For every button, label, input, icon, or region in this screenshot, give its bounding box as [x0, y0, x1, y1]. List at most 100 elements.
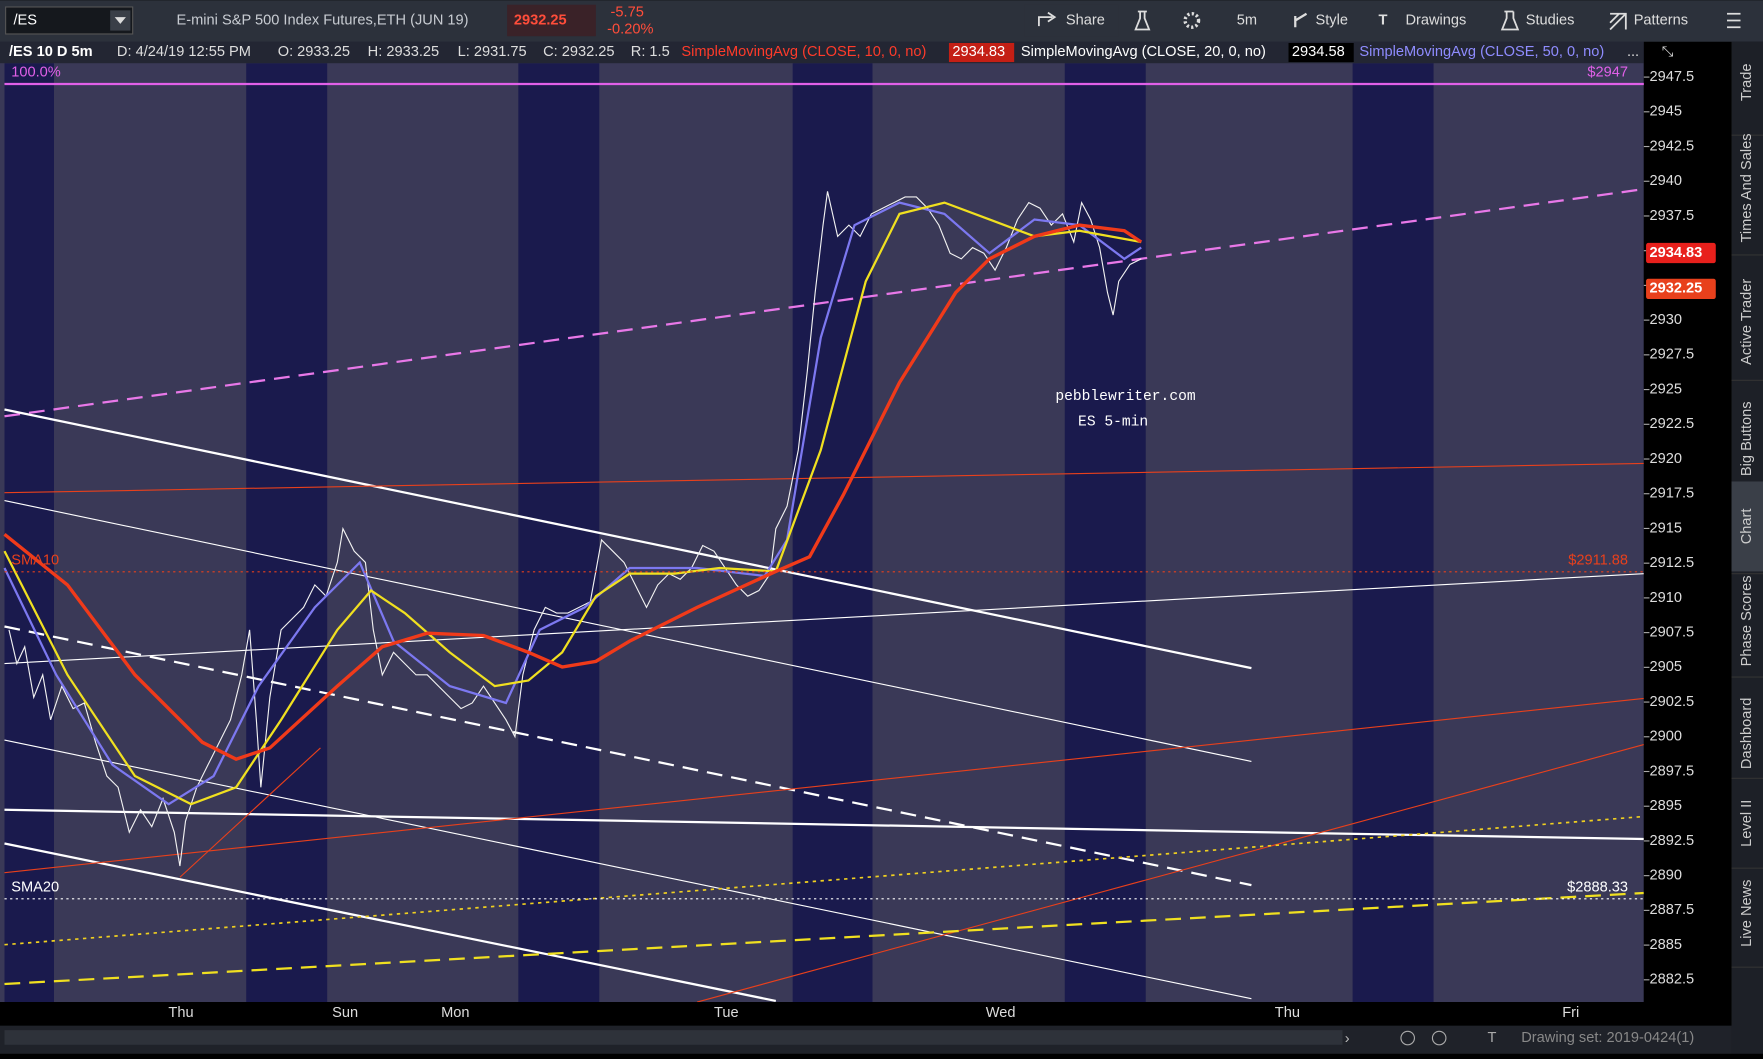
study-value: 2934.58	[1292, 44, 1345, 60]
trend-line[interactable]	[4, 697, 1644, 874]
y-tick-label: 2900	[1649, 729, 1682, 745]
sidebar-tabs: Trade Times And Sales Active Trader Big But…	[1731, 64, 1763, 968]
change-pct: -0.20%	[607, 21, 653, 37]
button-label[interactable]: Drawings	[1405, 12, 1466, 28]
level-tag: 100.0%	[11, 65, 61, 81]
y-tick-label: 2937.5	[1649, 208, 1694, 224]
axis-icon[interactable]: ⤡	[1662, 44, 1674, 60]
sidebar-tab[interactable]: Phase Scores	[1739, 575, 1755, 666]
tab-active	[1731, 481, 1763, 572]
y-tick-label: 2885	[1649, 937, 1682, 953]
scroll-arrow[interactable]: ›	[1345, 1031, 1350, 1047]
y-tick-label: 2912.5	[1649, 555, 1694, 571]
button[interactable]	[1024, 4, 1119, 37]
annotation: ES 5-min	[1078, 415, 1148, 431]
sidebar-tab[interactable]: Dashboard	[1739, 698, 1755, 769]
price-marker-label: 2934.83	[1649, 245, 1702, 261]
legend-range: R: 1.5	[631, 44, 670, 60]
y-tick-label: 2882.5	[1649, 972, 1694, 988]
status-text: Drawing set: 2019-0424(1)	[1521, 1030, 1694, 1046]
sidebar-tab[interactable]: Active Trader	[1739, 279, 1755, 365]
gear-icon[interactable]	[1183, 12, 1201, 29]
trend-line[interactable]	[4, 808, 1644, 841]
drawings-icon: T	[1378, 12, 1387, 28]
trend-line[interactable]	[4, 188, 1644, 418]
y-tick-label: 2917.5	[1649, 486, 1694, 502]
trend-line[interactable]	[4, 625, 1252, 887]
trend-line[interactable]	[4, 842, 777, 1003]
trend-line[interactable]	[696, 744, 1644, 1003]
trend-line[interactable]	[4, 408, 1252, 670]
zoom-icon[interactable]	[1400, 1030, 1416, 1046]
menu-icon[interactable]	[1727, 12, 1741, 29]
y-tick-label: 2895	[1649, 798, 1682, 814]
studies-icon	[1500, 10, 1520, 31]
band	[518, 63, 600, 1003]
level-label: $2911.88	[1568, 552, 1628, 568]
trend-line[interactable]	[4, 500, 1252, 762]
band	[4, 63, 54, 1003]
trend-line[interactable]	[4, 891, 1644, 986]
level-label: $2947	[1587, 65, 1628, 81]
patterns-icon	[1609, 12, 1627, 31]
y-tick-label: 2945	[1649, 104, 1682, 120]
level-tag: SMA10	[11, 552, 59, 568]
legend-title: /ES 10 D 5m	[9, 44, 93, 60]
sidebar-tab[interactable]: Live News	[1739, 880, 1755, 947]
description: E-mini S&P 500 Index Futures,ETH (JUN 19…	[177, 12, 469, 28]
y-tick-label: 2902.5	[1649, 694, 1694, 710]
symbol: /ES	[13, 12, 37, 28]
trend-line[interactable]	[179, 747, 321, 878]
sma-line	[3, 201, 1142, 806]
scrollbar[interactable]	[4, 1030, 1343, 1045]
x-tick-label: Thu	[168, 1005, 193, 1021]
zoom-icon[interactable]	[1431, 1030, 1447, 1046]
sidebar-tab[interactable]: Trade	[1739, 64, 1755, 102]
legend-date: D: 4/24/19 12:55 PM	[117, 44, 251, 60]
y-tick-label: 2890	[1649, 868, 1682, 884]
study-value-box	[948, 42, 1015, 63]
x-tick-label: Fri	[1562, 1005, 1579, 1021]
sma-line	[3, 223, 1143, 762]
button-label[interactable]: Patterns	[1634, 12, 1688, 28]
dropdown-arrow	[114, 17, 126, 24]
band	[792, 63, 873, 1003]
drawings	[4, 188, 1644, 1003]
legend-low: L: 2931.75	[458, 44, 527, 60]
price-line	[8, 191, 1142, 867]
y-tick-label: 2925	[1649, 381, 1682, 397]
price-marker-label: 2932.25	[1649, 281, 1702, 297]
level-tag: SMA20	[11, 879, 59, 895]
trend-line[interactable]	[4, 815, 1644, 946]
sidebar-tab[interactable]: Big Buttons	[1739, 401, 1755, 476]
style-icon	[1294, 12, 1308, 28]
toolbar	[0, 0, 1763, 42]
button-label[interactable]: Style	[1316, 12, 1348, 28]
button-label[interactable]: 5m	[1237, 12, 1257, 28]
x-tick-label: Thu	[1275, 1005, 1300, 1021]
x-axis	[0, 1002, 1732, 1026]
price-plot	[3, 191, 1143, 867]
change: -5.75	[611, 4, 644, 20]
price-marker	[1646, 278, 1716, 300]
trend-line[interactable]	[4, 739, 1252, 1000]
sidebar-tab[interactable]: Times And Sales	[1739, 133, 1755, 242]
study-name: SimpleMovingAvg (CLOSE, 10, 0, no)	[681, 44, 926, 60]
trend-line[interactable]	[4, 462, 1644, 494]
y-tick-label: 2942.5	[1649, 138, 1694, 154]
drawing-icon[interactable]: T	[1488, 1030, 1497, 1046]
toolbar-buttons: Share 5m Style T Drawings Studies Patter…	[1024, 4, 1741, 37]
button-label: Share	[1066, 12, 1105, 28]
y-tick-label: 2905	[1649, 659, 1682, 675]
flask-icon[interactable]	[1134, 10, 1151, 31]
sidebar-tab[interactable]: Level II	[1739, 800, 1755, 847]
study-value: 2934.83	[952, 44, 1005, 60]
last-box	[507, 4, 596, 37]
y-tick-label: 2947.5	[1649, 69, 1694, 85]
x-tick-label: Sun	[332, 1005, 358, 1021]
legend-close: C: 2932.25	[543, 44, 614, 60]
sidebar-tab[interactable]: Chart	[1739, 509, 1755, 545]
button-label[interactable]: Studies	[1526, 12, 1575, 28]
y-tick-label: 2927.5	[1649, 347, 1694, 363]
